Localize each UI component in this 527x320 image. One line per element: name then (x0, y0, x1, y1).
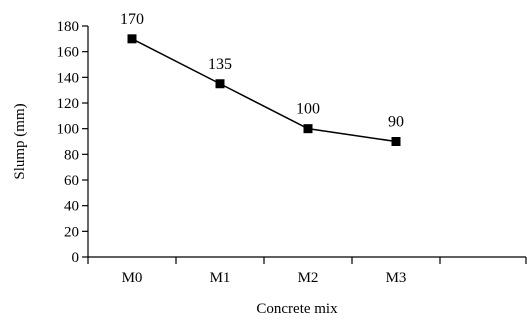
x-axis-title: Concrete mix (256, 301, 338, 317)
series-line (131, 38, 397, 143)
data-label: 90 (388, 114, 404, 131)
data-point-marker (127, 34, 137, 44)
y-tick-label: 0 (72, 250, 80, 266)
data-point-marker (303, 124, 313, 134)
y-tick-label: 20 (64, 224, 79, 240)
x-tick-label: M2 (298, 270, 319, 286)
data-point-marker (391, 137, 401, 146)
y-axis-title: Slump (mm) (12, 103, 28, 179)
x-tick-label: M3 (386, 270, 407, 286)
y-axis: 0 20 40 60 80 100 120 140 160 180 (57, 19, 89, 266)
y-tick-label: 140 (57, 70, 80, 86)
data-label: 170 (120, 11, 144, 28)
y-tick-label: 100 (57, 122, 80, 138)
y-tick-label: 120 (57, 96, 80, 112)
data-label: 135 (208, 56, 232, 73)
data-labels: 170 135 100 90 (120, 11, 404, 131)
y-tick-label: 80 (64, 147, 79, 163)
y-tick-label: 180 (57, 19, 80, 35)
x-tick-label: M0 (122, 270, 143, 286)
x-axis: M0 M1 M2 M3 (87, 256, 527, 286)
y-tick-label: 40 (64, 199, 79, 215)
series (127, 34, 401, 146)
y-tick-label: 60 (64, 173, 79, 189)
x-tick-label: M1 (210, 270, 231, 286)
data-label: 100 (296, 101, 320, 118)
y-tick-label: 160 (57, 45, 80, 61)
data-point-marker (215, 79, 225, 89)
